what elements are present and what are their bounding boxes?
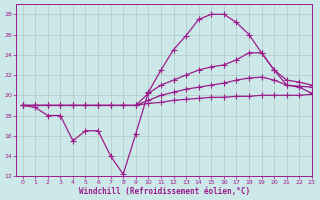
X-axis label: Windchill (Refroidissement éolien,°C): Windchill (Refroidissement éolien,°C) <box>78 187 250 196</box>
